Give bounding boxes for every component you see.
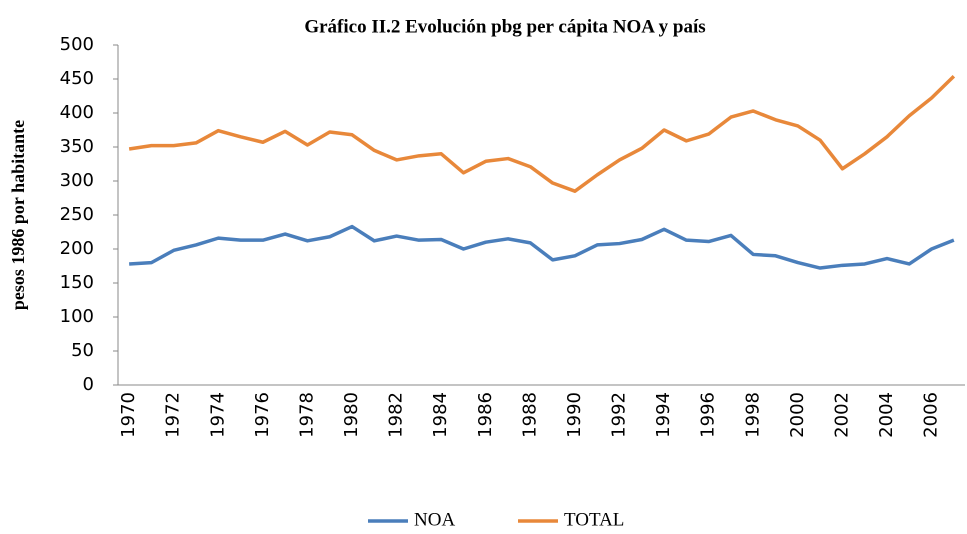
- x-tick-label: 2004: [876, 392, 897, 438]
- x-tick-label: 1986: [475, 392, 496, 438]
- y-tick-label: 100: [60, 306, 94, 327]
- y-tick-label: 450: [60, 68, 94, 89]
- x-tick-label: 2000: [787, 392, 808, 438]
- y-tick-label: 400: [60, 102, 94, 123]
- y-axis-label: pesos 1986 por habitante: [8, 120, 28, 310]
- legend-label: NOA: [414, 509, 455, 530]
- x-tick-label: 1978: [296, 392, 317, 438]
- x-tick-label: 1990: [564, 392, 585, 438]
- x-tick-label: 2006: [921, 392, 942, 438]
- line-series: [129, 224, 955, 270]
- y-tick-label: 200: [60, 238, 94, 259]
- x-tick-label: 1994: [653, 392, 674, 438]
- x-tick-label: 1974: [207, 392, 228, 438]
- x-tick-label: 1970: [118, 392, 139, 438]
- x-tick-label: 1988: [519, 392, 540, 438]
- x-tick-label: 2002: [831, 392, 852, 438]
- y-tick-label: 0: [83, 374, 94, 395]
- x-tick-label: 1972: [163, 392, 184, 438]
- x-tick-label: 1980: [341, 392, 362, 438]
- x-tick-label: 1998: [742, 392, 763, 438]
- x-tick-label: 1992: [609, 392, 630, 438]
- y-tick-label: 350: [60, 136, 94, 157]
- y-tick-label: 150: [60, 272, 94, 293]
- x-tick-label: 1982: [386, 392, 407, 438]
- y-tick-label: 500: [60, 34, 94, 55]
- y-tick-label: 50: [71, 340, 94, 361]
- x-tick-label: 1996: [698, 392, 719, 438]
- chart-title: Gráfico II.2 Evolución pbg per cápita NO…: [304, 16, 705, 37]
- x-tick-label: 1976: [252, 392, 273, 438]
- y-tick-label: 250: [60, 204, 94, 225]
- legend-label: TOTAL: [564, 509, 624, 530]
- line-series: [128, 75, 956, 193]
- x-tick-label: 1984: [430, 392, 451, 438]
- y-tick-label: 300: [60, 170, 94, 191]
